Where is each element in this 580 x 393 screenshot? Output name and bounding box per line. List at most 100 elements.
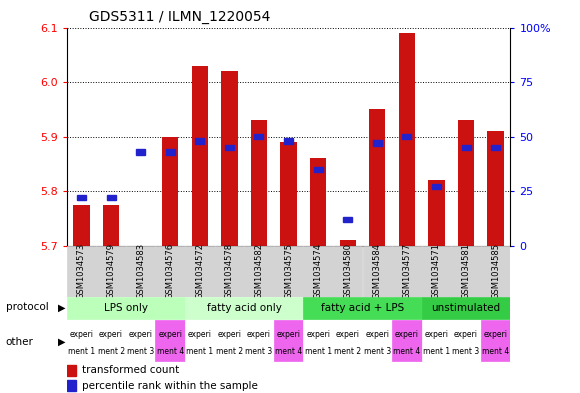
Bar xyxy=(274,246,303,297)
Bar xyxy=(225,145,234,150)
Bar xyxy=(244,246,274,297)
Text: ment 3: ment 3 xyxy=(127,347,154,356)
Bar xyxy=(373,140,382,146)
Bar xyxy=(67,320,96,361)
Text: other: other xyxy=(6,337,34,347)
Text: experi: experi xyxy=(158,330,182,339)
Bar xyxy=(422,297,510,319)
Text: ment 4: ment 4 xyxy=(482,347,509,356)
Text: ment 1: ment 1 xyxy=(68,347,95,356)
Text: ment 1: ment 1 xyxy=(423,347,450,356)
Bar xyxy=(215,246,244,297)
Bar xyxy=(67,380,77,391)
Bar xyxy=(221,71,238,246)
Bar xyxy=(458,120,474,246)
Text: experi: experi xyxy=(188,330,212,339)
Bar xyxy=(103,205,119,246)
Bar xyxy=(107,195,115,200)
Bar xyxy=(333,320,362,361)
Text: experi: experi xyxy=(247,330,271,339)
Bar xyxy=(126,246,155,297)
Text: GSM1034580: GSM1034580 xyxy=(343,243,352,299)
Text: GSM1034581: GSM1034581 xyxy=(462,243,470,299)
Bar xyxy=(274,320,303,361)
Bar xyxy=(392,246,422,297)
Bar xyxy=(73,205,90,246)
Text: GSM1034584: GSM1034584 xyxy=(373,243,382,299)
Bar xyxy=(255,134,263,139)
Text: GSM1034578: GSM1034578 xyxy=(225,243,234,299)
Bar xyxy=(428,180,445,246)
Bar xyxy=(403,134,411,139)
Bar xyxy=(339,240,356,246)
Bar xyxy=(451,320,481,361)
Text: fatty acid + LPS: fatty acid + LPS xyxy=(321,303,404,313)
Text: LPS only: LPS only xyxy=(104,303,148,313)
Bar xyxy=(432,184,441,189)
Bar xyxy=(481,246,510,297)
Bar xyxy=(369,109,386,246)
Text: GSM1034572: GSM1034572 xyxy=(195,243,204,299)
Text: fatty acid only: fatty acid only xyxy=(206,303,282,313)
Bar xyxy=(362,320,392,361)
Bar xyxy=(132,246,149,393)
Bar xyxy=(422,320,451,361)
Text: percentile rank within the sample: percentile rank within the sample xyxy=(82,381,258,391)
Text: experi: experi xyxy=(306,330,330,339)
Text: ment 3: ment 3 xyxy=(364,347,391,356)
Bar xyxy=(422,246,451,297)
Bar xyxy=(487,131,504,246)
Text: ment 1: ment 1 xyxy=(304,347,332,356)
Bar xyxy=(462,145,470,150)
Bar xyxy=(67,297,185,319)
Text: GSM1034573: GSM1034573 xyxy=(77,243,86,299)
Text: ment 4: ment 4 xyxy=(275,347,302,356)
Bar xyxy=(185,246,215,297)
Text: GSM1034577: GSM1034577 xyxy=(403,243,411,299)
Bar xyxy=(215,320,244,361)
Bar xyxy=(195,138,204,144)
Text: ment 4: ment 4 xyxy=(393,347,420,356)
Text: GSM1034585: GSM1034585 xyxy=(491,243,500,299)
Bar xyxy=(155,246,185,297)
Bar xyxy=(251,120,267,246)
Bar xyxy=(155,320,185,361)
Text: ment 4: ment 4 xyxy=(157,347,184,356)
Bar xyxy=(162,137,179,246)
Text: GSM1034575: GSM1034575 xyxy=(284,243,293,299)
Bar xyxy=(481,320,510,361)
Bar xyxy=(96,320,126,361)
Bar xyxy=(96,246,126,297)
Text: ment 2: ment 2 xyxy=(216,347,243,356)
Text: ▶: ▶ xyxy=(58,337,66,347)
Bar xyxy=(280,142,297,246)
Text: GSM1034582: GSM1034582 xyxy=(255,243,263,299)
Bar xyxy=(67,246,96,297)
Text: GSM1034579: GSM1034579 xyxy=(107,243,115,299)
Bar xyxy=(491,145,500,150)
Bar xyxy=(398,33,415,246)
Bar xyxy=(185,297,303,319)
Text: experi: experi xyxy=(129,330,153,339)
Bar xyxy=(284,138,293,144)
Text: experi: experi xyxy=(277,330,300,339)
Bar xyxy=(333,246,362,297)
Text: GSM1034576: GSM1034576 xyxy=(166,243,175,299)
Text: experi: experi xyxy=(218,330,241,339)
Bar xyxy=(67,365,77,376)
Text: ment 1: ment 1 xyxy=(186,347,213,356)
Bar xyxy=(303,320,333,361)
Bar xyxy=(303,297,422,319)
Bar xyxy=(314,167,322,172)
Text: experi: experi xyxy=(454,330,478,339)
Bar xyxy=(136,149,145,154)
Bar xyxy=(451,246,481,297)
Bar xyxy=(185,320,215,361)
Text: GDS5311 / ILMN_1220054: GDS5311 / ILMN_1220054 xyxy=(89,10,270,24)
Text: protocol: protocol xyxy=(6,302,49,312)
Text: ment 3: ment 3 xyxy=(245,347,273,356)
Bar xyxy=(310,158,327,246)
Bar xyxy=(126,320,155,361)
Bar xyxy=(343,217,352,222)
Text: ment 2: ment 2 xyxy=(97,347,125,356)
